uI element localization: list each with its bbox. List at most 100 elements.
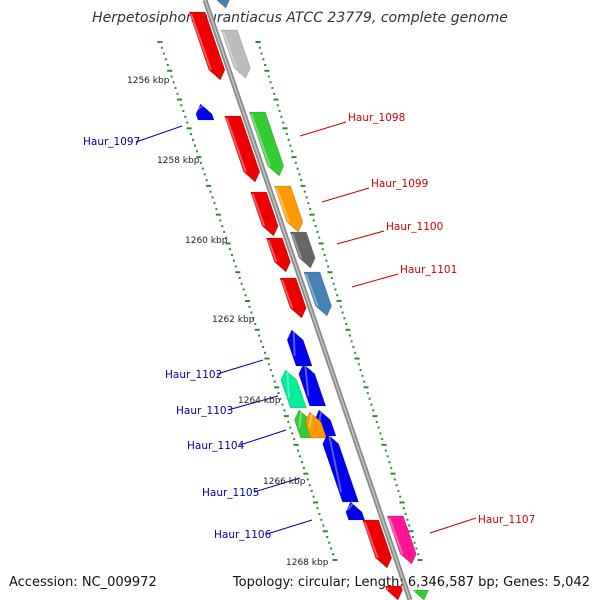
tick-dot: [336, 294, 339, 297]
tick-dot: [303, 472, 309, 475]
gene-arrow-highlight: [215, 0, 218, 3]
gene-label[interactable]: Haur_1101: [400, 264, 457, 276]
tick-dot: [313, 501, 319, 504]
tick-dot: [267, 363, 270, 366]
gene-label[interactable]: Haur_1099: [371, 178, 428, 190]
gene-label[interactable]: Haur_1103: [176, 405, 233, 417]
tick-dot: [308, 484, 311, 487]
gene-label[interactable]: Haur_1100: [386, 221, 443, 233]
gene-arrow[interactable]: [345, 501, 366, 521]
tick-dot: [330, 547, 333, 550]
gene-arrow[interactable]: [362, 519, 392, 569]
gene-arrow-highlight: [346, 503, 354, 511]
label-leader-line: [299, 121, 347, 137]
tick-dot: [242, 288, 245, 291]
gene-arrow-highlight: [225, 117, 247, 173]
gene-arrow[interactable]: [411, 589, 430, 600]
gene-arrow[interactable]: [214, 0, 232, 9]
gene-label[interactable]: Haur_1104: [187, 440, 245, 452]
gene-label[interactable]: Haur_1106: [214, 529, 272, 541]
tick-dot: [269, 369, 272, 372]
tick-dot: [283, 409, 286, 412]
gene-arrow[interactable]: [279, 277, 307, 319]
gene-label[interactable]: Haur_1097: [83, 136, 140, 148]
gene-arrow[interactable]: [195, 103, 215, 121]
gene-arrow[interactable]: [224, 115, 261, 183]
tick-dot: [397, 489, 400, 492]
gene-features: [188, 0, 430, 600]
tick-dot: [372, 409, 375, 412]
tick-dot: [321, 248, 324, 251]
gene-arrow[interactable]: [274, 185, 304, 233]
tick-dot: [354, 357, 360, 360]
gene-label[interactable]: Haur_1102: [165, 369, 222, 381]
gene-arrow[interactable]: [384, 585, 403, 600]
tick-dot: [363, 380, 366, 383]
tick-dot: [332, 559, 338, 561]
kbp-tick-label: 1262 kbp: [212, 315, 255, 325]
tick-dot: [417, 553, 420, 556]
tick-dot: [377, 426, 380, 429]
gene-arrow[interactable]: [280, 369, 307, 409]
gene-arrow-highlight: [222, 31, 238, 69]
tick-dot: [309, 213, 315, 216]
tick-dot: [357, 363, 360, 366]
gene-arrow[interactable]: [289, 231, 316, 269]
gene-arrow[interactable]: [304, 411, 328, 439]
tick-dot: [244, 294, 247, 297]
tick-dot: [408, 524, 411, 527]
tick-dot: [240, 282, 243, 285]
tick-dot: [166, 64, 169, 67]
tick-dot: [250, 311, 253, 314]
tick-dot: [326, 535, 329, 538]
tick-dot: [359, 369, 362, 372]
tick-dot: [194, 144, 196, 147]
tick-dot: [312, 219, 315, 222]
tick-dot: [176, 92, 179, 95]
tick-dot: [318, 236, 321, 239]
tick-dot: [254, 328, 260, 331]
gene-arrow-highlight: [190, 13, 212, 71]
gene-arrow[interactable]: [248, 111, 285, 177]
gene-arrow-highlight: [304, 273, 319, 307]
gene-label[interactable]: Haur_1098: [348, 112, 405, 124]
tick-dot: [310, 489, 313, 492]
gene-arrow[interactable]: [250, 191, 279, 237]
tick-dot: [325, 259, 328, 262]
gene-arrow[interactable]: [220, 29, 251, 79]
gene-label[interactable]: Haur_1105: [202, 487, 259, 499]
tick-dot: [225, 236, 228, 239]
tick-dot: [341, 311, 344, 314]
tick-dot: [302, 466, 305, 469]
kbp-tick-label: 1268 kbp: [286, 558, 329, 568]
label-leader-lines: [135, 121, 477, 535]
tick-dot: [195, 150, 198, 153]
tick-dot: [164, 58, 167, 61]
tick-dot: [267, 75, 270, 78]
tick-dot: [260, 340, 263, 343]
tick-dot: [213, 202, 216, 205]
tick-dot: [296, 167, 299, 170]
tick-dot: [225, 242, 231, 245]
label-leader-line: [351, 273, 399, 288]
tick-dot: [348, 334, 351, 337]
tick-dot: [343, 317, 346, 320]
gene-arrow[interactable]: [188, 11, 226, 81]
tick-dot: [370, 403, 373, 406]
gene-arrow[interactable]: [303, 271, 332, 317]
tick-dot: [399, 495, 402, 498]
tick-dot: [277, 392, 280, 395]
tick-dot: [279, 397, 282, 400]
gene-label[interactable]: Haur_1107: [478, 514, 535, 526]
gene-arrow[interactable]: [265, 237, 291, 273]
kbp-tick-label: 1266 kbp: [263, 477, 306, 487]
tick-dot: [269, 81, 272, 84]
tick-dot: [201, 167, 204, 170]
tick-dot: [318, 512, 321, 515]
gene-arrow[interactable]: [298, 363, 327, 407]
gene-arrow-highlight: [275, 187, 290, 223]
tick-dot: [273, 98, 279, 101]
gene-arrow[interactable]: [386, 515, 417, 565]
gene-arrow[interactable]: [286, 329, 313, 367]
